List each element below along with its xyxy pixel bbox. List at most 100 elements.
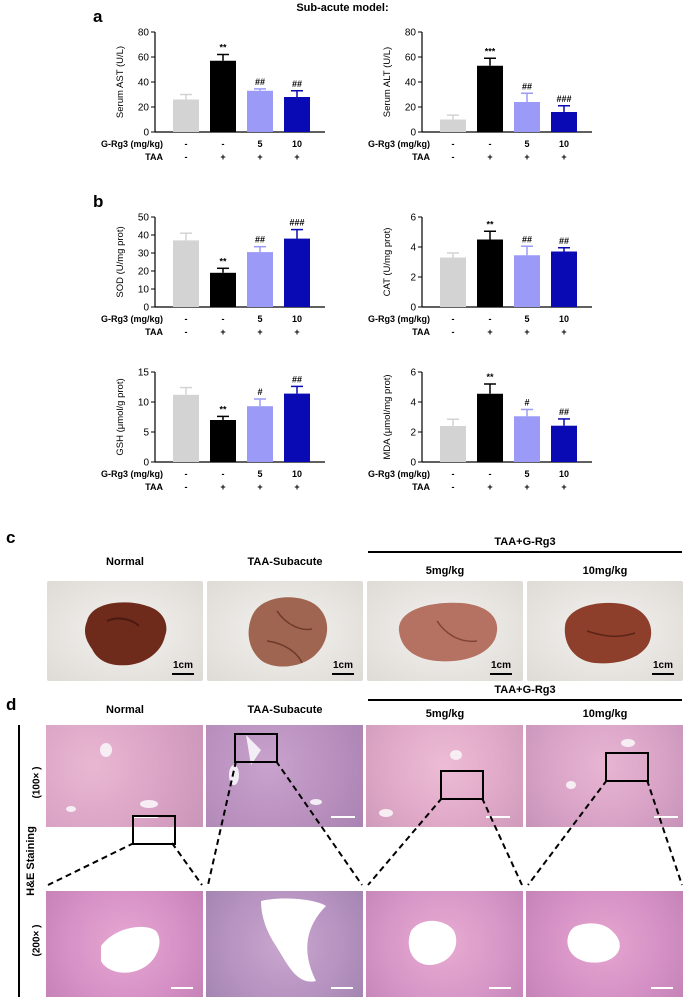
header-taa-subacute: TAA-Subacute: [247, 704, 323, 716]
header-normal: Normal: [106, 556, 144, 568]
bar: [440, 426, 466, 462]
liver-photo-taa-subacute: [207, 581, 363, 681]
grg3-value: -: [222, 469, 225, 479]
taa-row-label: TAA: [412, 327, 430, 337]
scale-label: 1cm: [491, 660, 512, 671]
significance-label: ###: [289, 218, 304, 228]
bar: [551, 112, 577, 132]
significance-label: ##: [255, 77, 265, 87]
header-5mgkg: 5mg/kg: [425, 565, 465, 577]
stain-bracket: [18, 725, 20, 997]
header-taa-subacute: TAA-Subacute: [247, 556, 323, 568]
y-tick-label: 20: [138, 267, 150, 278]
y-tick-label: 80: [405, 28, 417, 39]
y-tick-label: 80: [138, 28, 150, 39]
scale-label: 1cm: [333, 660, 354, 671]
panel-letter-b: b: [93, 192, 104, 211]
taa-value: +: [220, 327, 225, 337]
bar: [247, 252, 273, 307]
significance-label: ***: [485, 46, 496, 56]
zoom-box-10mgkg: [605, 752, 649, 782]
he-tile-200x-10mgkg: [526, 891, 683, 997]
taa-value: +: [561, 152, 566, 162]
grg3-row-label: G-Rg3 (mg/kg): [368, 469, 430, 479]
significance-label: **: [219, 256, 227, 266]
he-tile-100x-5mgkg: [366, 725, 523, 827]
taa-value: +: [487, 482, 492, 492]
bar: [247, 406, 273, 462]
taa-value: -: [185, 152, 188, 162]
significance-label: ##: [522, 81, 532, 91]
grg3-row-label: G-Rg3 (mg/kg): [101, 314, 163, 324]
taa-value: +: [487, 152, 492, 162]
y-tick-label: 0: [410, 128, 416, 139]
bar: [514, 255, 540, 307]
y-axis-label: Serum AST (U/L): [115, 46, 126, 118]
panel-letter-a: a: [93, 7, 103, 26]
grg3-value: 10: [292, 314, 302, 324]
taa-value: +: [487, 327, 492, 337]
y-tick-label: 4: [410, 243, 416, 254]
grg3-value: 10: [559, 469, 569, 479]
scale-bar: [652, 673, 674, 675]
chart-sod: 0 10 20 30 40 50 SOD (U/mg prot) - - ** - + ## 5 + ### 1…: [101, 213, 325, 337]
he-tile-200x-normal: [46, 891, 203, 997]
panel-letter-d: d: [6, 695, 17, 714]
y-tick-label: 0: [410, 303, 416, 314]
liver-photo-5mgkg: [367, 581, 523, 681]
y-tick-label: 0: [143, 458, 149, 469]
grg3-row-label: G-Rg3 (mg/kg): [101, 469, 163, 479]
chart-serum-alt: 0 20 40 60 80 Serum ALT (U/L) - - *** - + ## 5 + ### 10…: [368, 28, 592, 162]
scale-bar: [332, 673, 354, 675]
y-tick-label: 6: [410, 213, 416, 224]
y-tick-label: 10: [138, 285, 150, 296]
y-tick-label: 6: [410, 368, 416, 379]
grg3-value: 5: [524, 469, 529, 479]
panel-letter-c: c: [6, 528, 16, 547]
taa-value: +: [294, 327, 299, 337]
taa-value: +: [524, 482, 529, 492]
y-tick-label: 60: [405, 53, 417, 64]
y-tick-label: 40: [138, 231, 150, 242]
group-underline: [368, 699, 682, 701]
y-tick-label: 0: [143, 128, 149, 139]
chart-mda: 0 2 4 6 MDA (μmol/mg prot) - - ** - + #5 + ## 10 + G-Rg…: [368, 368, 592, 492]
header-normal: Normal: [106, 704, 144, 716]
grg3-value: -: [222, 139, 225, 149]
y-tick-label: 4: [410, 398, 416, 409]
bar: [440, 257, 466, 307]
significance-label: #: [524, 398, 529, 408]
he-tile-100x-normal: [46, 725, 203, 827]
grg3-value: 10: [292, 469, 302, 479]
grg3-value: 10: [292, 139, 302, 149]
taa-value: -: [452, 482, 455, 492]
header-10mgkg: 10mg/kg: [582, 708, 628, 720]
bar: [477, 393, 503, 462]
significance-label: **: [219, 43, 227, 53]
grg3-value: -: [222, 314, 225, 324]
zoom-box-normal: [132, 815, 176, 845]
taa-row-label: TAA: [145, 482, 163, 492]
significance-label: ##: [522, 234, 532, 244]
group-underline: [368, 551, 682, 553]
bar: [173, 240, 199, 307]
taa-row-label: TAA: [412, 152, 430, 162]
bar: [284, 393, 310, 462]
bar: [173, 394, 199, 462]
taa-value: +: [257, 327, 262, 337]
group-label-taa-grg3: TAA+G-Rg3: [494, 536, 556, 548]
taa-value: +: [257, 482, 262, 492]
y-axis-label: Serum ALT (U/L): [382, 47, 393, 117]
y-tick-label: 0: [410, 458, 416, 469]
significance-label: ##: [255, 235, 265, 245]
y-tick-label: 0: [143, 303, 149, 314]
grg3-value: 5: [257, 314, 262, 324]
scale-label: 1cm: [173, 660, 194, 671]
significance-label: **: [486, 372, 494, 382]
liver-photo-10mgkg: [527, 581, 683, 681]
bar: [210, 420, 236, 462]
taa-value: -: [185, 327, 188, 337]
grg3-row-label: G-Rg3 (mg/kg): [368, 314, 430, 324]
chart-serum-ast: 0 20 40 60 80 Serum AST (U/L) - - ** - + ## 5 + ## 10 + G…: [101, 28, 325, 162]
zoom-box-taa-subacute: [234, 733, 278, 763]
